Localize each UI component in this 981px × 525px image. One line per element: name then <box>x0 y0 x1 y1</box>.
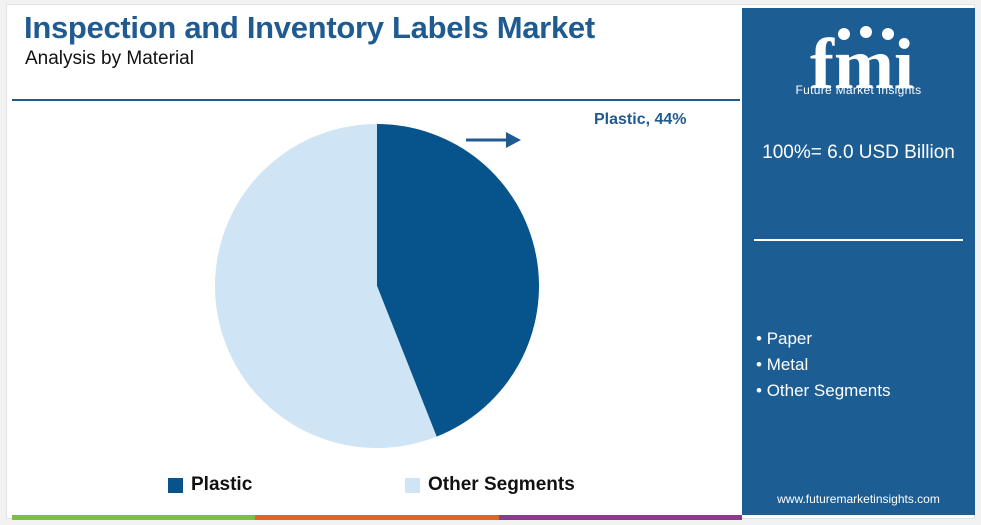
title-divider <box>12 99 740 101</box>
callout-arrow <box>466 132 521 148</box>
other-segments-list: Paper Metal Other Segments <box>756 326 891 404</box>
pie-slice-plastic <box>377 124 539 437</box>
pie-slice-other-segments <box>215 124 437 448</box>
bottom-color-bar <box>12 515 742 520</box>
fmi-logo-text: fmi <box>810 24 914 104</box>
chart-title: Inspection and Inventory Labels Market <box>24 10 595 45</box>
chart-subtitle: Analysis by Material <box>25 48 194 69</box>
legend-label-other-segments: Other Segments <box>428 474 575 495</box>
bottom-bar-segment <box>12 515 256 520</box>
legend-label-plastic: Plastic <box>191 474 253 495</box>
bottom-bar-segment <box>255 515 499 520</box>
bottom-bar-segment <box>498 515 742 520</box>
legend-swatch-plastic <box>168 477 183 493</box>
side-panel: fmi Future Market Insights 100%= 6.0 USD… <box>742 8 975 515</box>
fmi-logo: fmi <box>810 24 914 104</box>
legend-item-other-segments: Other Segments <box>405 474 575 496</box>
fmi-logo-subtitle: Future Market Insights <box>795 83 922 97</box>
pie-chart <box>215 124 539 448</box>
legend-item-plastic: Plastic <box>168 474 252 496</box>
plastic-callout-label: Plastic, 44% <box>594 111 687 128</box>
website-url: www.futuremarketinsights.com <box>777 492 940 506</box>
panel-divider <box>754 239 963 241</box>
pie-slices <box>215 124 539 448</box>
market-total: 100%= 6.0 USD Billion <box>762 142 955 163</box>
other-segment-item: Paper <box>756 326 890 352</box>
legend-swatch-other-segments <box>405 477 420 493</box>
other-segment-item: Metal <box>756 352 890 378</box>
other-segment-item: Other Segments <box>756 378 891 404</box>
